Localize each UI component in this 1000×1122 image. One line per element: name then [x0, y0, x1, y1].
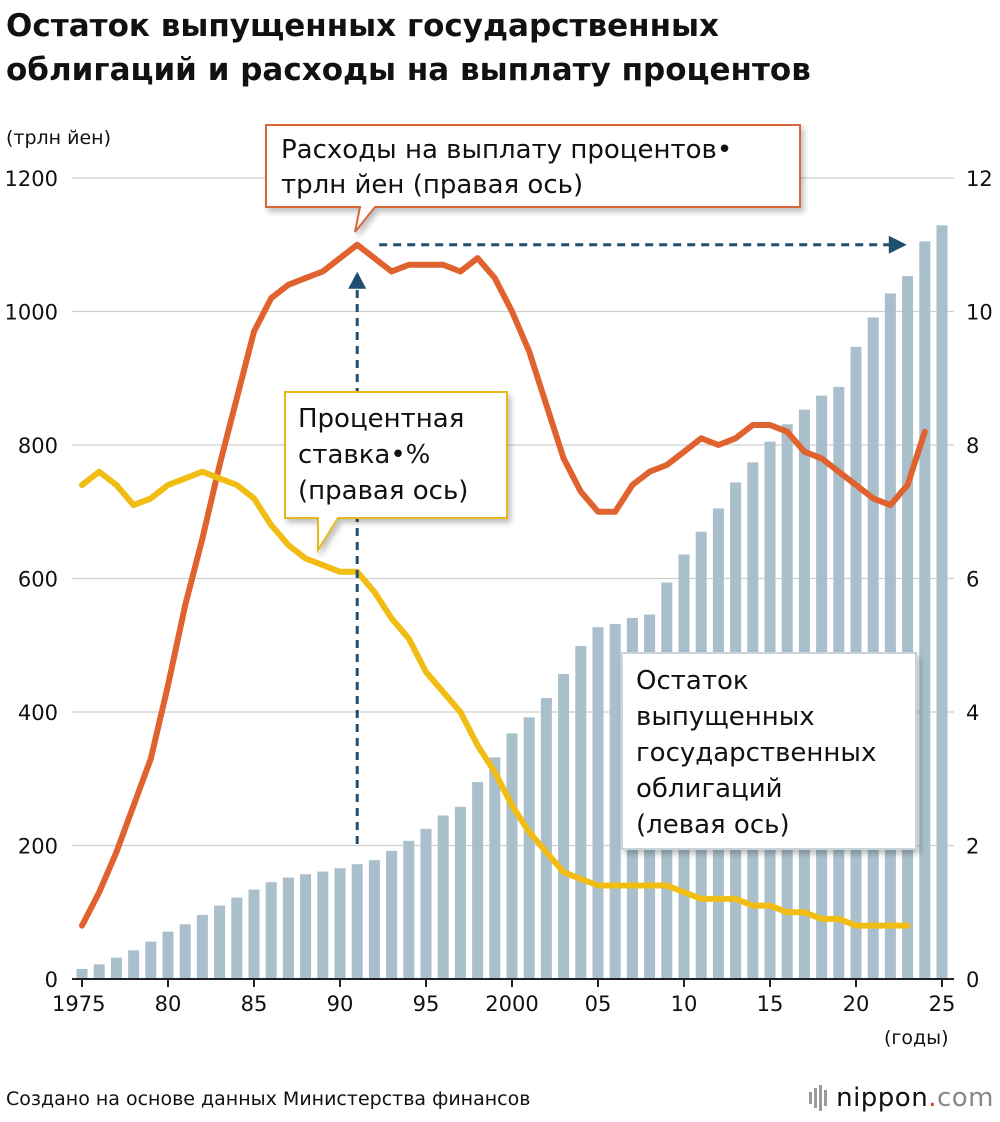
bond-balance-callout: Остаток выпущенных государственных облиг… — [621, 652, 917, 850]
logo-main: nippon — [836, 1083, 929, 1113]
left-axis-tick-label: 1200 — [5, 167, 58, 191]
x-axis-tick-label: 95 — [413, 992, 440, 1016]
logo-dot: . — [928, 1083, 937, 1113]
left-axis-tick-label: 0 — [45, 968, 58, 992]
bond-balance-bar — [403, 840, 415, 978]
bond-balance-bar — [420, 828, 432, 978]
interest-rate-label-line-1: Процентная — [298, 404, 464, 434]
bond-balance-bar — [902, 276, 914, 978]
bond-balance-bar — [282, 877, 294, 978]
bond-balance-label-line-5: (левая ось) — [636, 810, 790, 840]
bond-balance-bar — [317, 871, 329, 978]
bond-balance-label-line-3: государственных — [636, 738, 876, 768]
bond-balance-bar — [437, 815, 449, 978]
right-axis-tick-label: 4 — [966, 701, 979, 725]
bond-balance-bars — [76, 225, 948, 979]
bond-balance-label-line-4: облигаций — [636, 774, 783, 804]
x-axis-tick-label: 90 — [327, 992, 354, 1016]
bond-balance-bar — [936, 225, 948, 978]
interest-rate-label-line-2: ставка•% — [298, 440, 430, 470]
bond-balance-bar — [575, 645, 587, 978]
right-axis-tick-label: 10 — [966, 301, 993, 325]
bond-balance-bar — [145, 941, 157, 978]
interest-rate-callout: Процентная ставка•% (правая ось) — [284, 391, 508, 554]
bond-balance-bar — [76, 968, 88, 978]
x-axis-tick-label: 20 — [843, 992, 870, 1016]
source-note: Создано на основе данных Министерства фи… — [6, 1088, 531, 1110]
interest-expense-line — [79, 241, 928, 929]
right-axis-tick-label: 12 — [966, 167, 993, 191]
bond-balance-bar — [248, 889, 260, 978]
peak-up-arrowhead — [348, 271, 367, 289]
left-axis-tick-label: 400 — [18, 701, 58, 725]
x-axis-tick-label: 1975 — [52, 992, 105, 1016]
bond-balance-bar — [386, 850, 398, 978]
bond-balance-bar — [884, 293, 896, 978]
x-axis-tick-label: 15 — [757, 992, 784, 1016]
x-axis-ticks: 1975 80 85 90 95 2000 05 10 15 20 25 — [52, 979, 955, 1016]
bond-balance-bar — [300, 874, 312, 978]
bond-balance-bar — [523, 717, 535, 978]
bond-balance-bar — [351, 864, 363, 978]
x-axis-tick-label: 80 — [155, 992, 182, 1016]
bond-balance-bar — [265, 882, 277, 978]
bond-balance-bar — [334, 868, 346, 978]
x-axis-tick-label: 2000 — [485, 992, 538, 1016]
bond-balance-label-line-2: выпущенных — [636, 702, 815, 732]
interest-rate-line — [79, 468, 911, 929]
bond-balance-bar — [489, 757, 501, 978]
right-axis-tick-label: 6 — [966, 568, 979, 592]
x-axis-tick-label: 05 — [585, 992, 612, 1016]
left-axis-tick-label: 1000 — [5, 301, 58, 325]
bond-balance-bar — [540, 697, 552, 978]
x-axis-tick-label: 85 — [241, 992, 268, 1016]
left-axis-ticks: 0 200 400 600 800 1000 1200 — [5, 167, 58, 992]
chart-title-line-2: облигаций и расходы на выплату процентов — [6, 52, 811, 88]
logo-wordmark: nippon.com — [836, 1083, 994, 1113]
bond-balance-bar — [214, 905, 226, 978]
bond-balance-bar — [93, 964, 105, 978]
bond-balance-bar — [179, 924, 191, 978]
bond-balance-bar — [454, 806, 466, 978]
bond-balance-bar — [368, 860, 380, 978]
bond-balance-bar — [128, 950, 140, 978]
interest-expense-callout: Расходы на выплату процентов• трлн йен (… — [265, 124, 801, 233]
left-axis-tick-label: 200 — [18, 835, 58, 859]
x-axis-unit: (годы) — [884, 1027, 949, 1049]
interest-expense-label-line-1: Расходы на выплату процентов• — [281, 135, 732, 165]
bond-balance-bar — [162, 931, 174, 978]
bond-balance-bar — [609, 623, 621, 978]
left-axis-unit: (трлн йен) — [6, 127, 111, 149]
interest-rate-label-line-3: (правая ось) — [298, 476, 468, 506]
chart-title: Остаток выпущенных государственных облиг… — [6, 4, 996, 92]
bond-balance-bar — [196, 914, 208, 978]
chart-title-line-1: Остаток выпущенных государственных — [6, 8, 720, 44]
peak-right-arrowhead — [888, 235, 907, 254]
logo-mark-icon — [809, 1085, 828, 1111]
right-axis-tick-label: 0 — [966, 968, 979, 992]
left-axis-tick-label: 600 — [18, 568, 58, 592]
bond-balance-label-line-1: Остаток — [636, 666, 749, 696]
peak-markers — [348, 235, 907, 844]
bond-balance-bar — [592, 627, 604, 978]
bond-balance-bar — [867, 317, 879, 978]
x-axis-tick-label: 10 — [671, 992, 698, 1016]
bond-balance-bar — [506, 733, 518, 978]
left-axis-tick-label: 800 — [18, 434, 58, 458]
interest-expense-label-line-2: трлн йен (правая ось) — [281, 170, 583, 200]
bond-balance-bar — [919, 241, 931, 979]
bond-balance-bar — [472, 782, 484, 978]
right-axis-tick-label: 2 — [966, 835, 979, 859]
logo-tld: com — [936, 1083, 994, 1113]
bond-balance-bar — [558, 673, 570, 978]
line-series — [79, 241, 928, 929]
x-axis-tick-label: 25 — [929, 992, 956, 1016]
right-axis-ticks: 0 2 4 6 8 10 12 — [966, 167, 993, 992]
nippon-logo: nippon.com — [808, 1080, 994, 1116]
right-axis-tick-label: 8 — [966, 434, 979, 458]
bond-balance-bar — [231, 897, 243, 978]
bond-balance-bar — [110, 957, 122, 978]
